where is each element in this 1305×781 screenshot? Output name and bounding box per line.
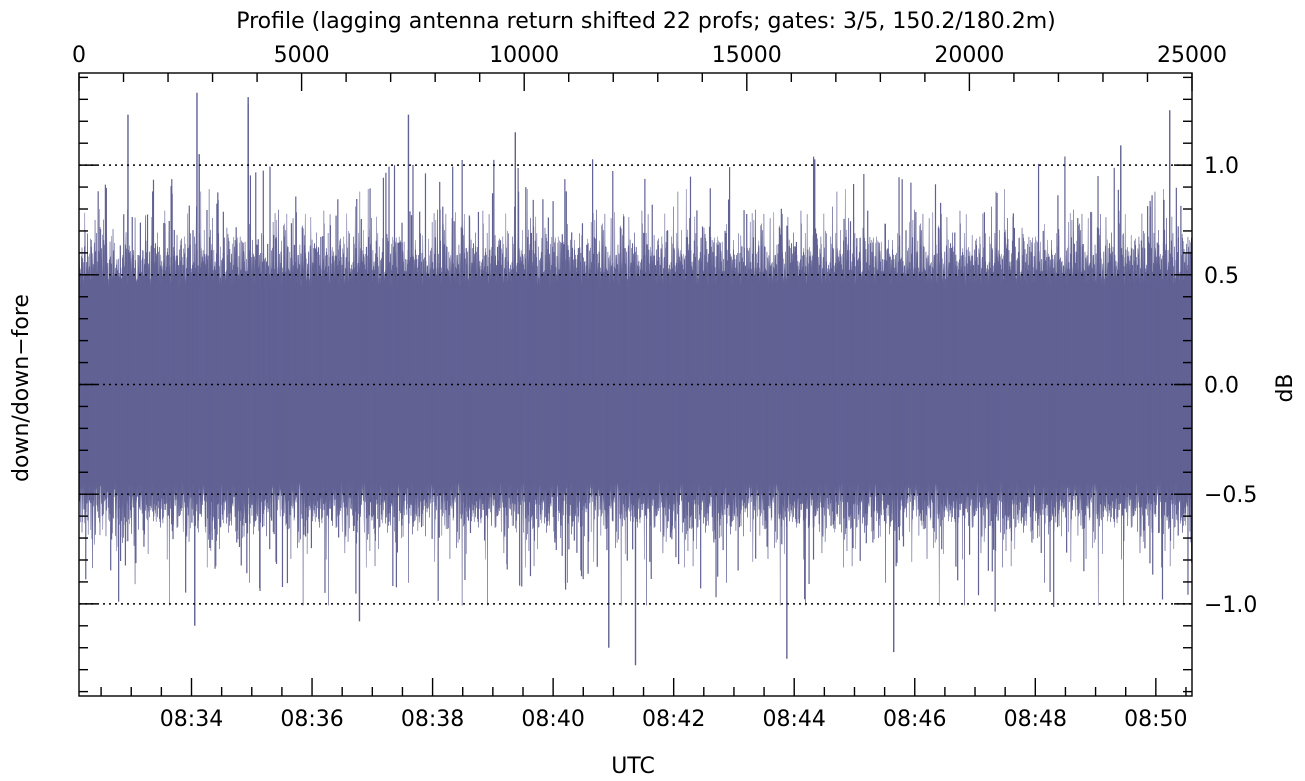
x-tick-label: 08:44 [763, 707, 826, 732]
x2-tick-label: 0 [72, 43, 86, 68]
y-axis-label-right: dB [1273, 373, 1298, 402]
chart-title: Profile (lagging antenna return shifted … [236, 9, 1056, 34]
y-axis-label-left: down/down−fore [9, 294, 34, 482]
x-axis-label: UTC [611, 754, 655, 779]
series-spikes [85, 156, 1193, 612]
x-tick-label: 08:38 [401, 707, 464, 732]
y-tick-label: −0.5 [1204, 483, 1257, 508]
x-tick-label: 08:42 [642, 707, 705, 732]
x2-tick-label: 25000 [1157, 43, 1227, 68]
x2-tick-label: 10000 [489, 43, 559, 68]
y-tick-label: 0.5 [1204, 264, 1239, 289]
x-tick-label: 08:36 [280, 707, 343, 732]
y-tick-label: 1.0 [1204, 154, 1239, 179]
y-tick-label: 0.0 [1204, 374, 1239, 399]
axes-layer [78, 72, 1193, 697]
data-layer [78, 92, 1193, 666]
x-tick-label: 08:48 [1004, 707, 1067, 732]
x-tick-label: 08:40 [521, 707, 584, 732]
y-tick-label: −1.0 [1204, 593, 1257, 618]
x2-tick-label: 5000 [274, 43, 330, 68]
x-tick-label: 08:46 [883, 707, 946, 732]
x2-tick-label: 15000 [712, 43, 782, 68]
x-tick-label: 08:50 [1124, 707, 1187, 732]
labels-layer: 1.0 0.5 0.0 −0.5 −1.0 08:34 08:36 08:38 08:40 08:… [72, 43, 1257, 732]
x2-tick-label: 20000 [934, 43, 1004, 68]
x-tick-label: 08:34 [160, 707, 223, 732]
